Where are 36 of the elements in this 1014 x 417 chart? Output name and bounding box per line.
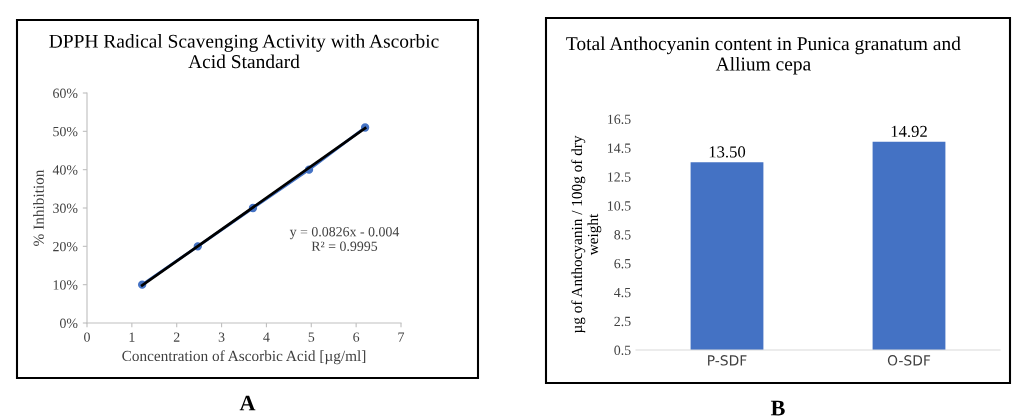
data-label: 14.92	[891, 125, 927, 138]
data-label: 13.50	[709, 146, 746, 158]
text: A	[239, 395, 256, 411]
annotation: y = 0.0826x - 0.004 R² = 0.9995	[289, 227, 400, 251]
x-axis-title: Concentration of Ascorbic Acid [µg/ml]	[122, 350, 366, 365]
y-tick-label: 40%	[52, 165, 78, 175]
y-tick-label: 6.5	[614, 259, 631, 269]
y-tick-label: 12.5	[608, 172, 631, 182]
x-tick-label: 6	[353, 332, 360, 342]
x-tick-label: 1	[129, 332, 135, 342]
y-tick-label: 30%	[53, 203, 78, 213]
x-tick-label: P-SDF	[708, 355, 747, 366]
y-tick-label: 16.5	[608, 114, 631, 125]
x-tick-label: 4	[263, 332, 270, 342]
chart-title: DPPH Radical Scavenging Activity with Ascorbic Acid Standard	[49, 34, 439, 69]
y-axis-title: % Inhibition	[33, 169, 44, 246]
y-axis-title: µg of Anthocyanin / 100g of dry weight	[571, 135, 602, 334]
text: B	[770, 400, 785, 416]
y-tick-label: 0.5	[614, 345, 631, 356]
y-tick-label: 10%	[53, 280, 78, 290]
y-tick-label: 8.5	[614, 230, 631, 240]
x-tick-label: O-SDF	[887, 355, 931, 366]
x-tick-label: 7	[398, 332, 405, 342]
y-tick-label: 14.5	[608, 143, 631, 153]
y-tick-label: 2.5	[614, 316, 631, 327]
y-tick-label: 0%	[59, 318, 78, 328]
y-tick-label: 60%	[53, 88, 78, 98]
y-tick-label: 50%	[53, 126, 78, 137]
x-tick-label: 5	[308, 332, 315, 342]
x-tick-label: 3	[218, 332, 225, 342]
y-tick-label: 4.5	[614, 287, 631, 298]
y-tick-label: 10.5	[608, 201, 631, 211]
chart-title: Total Anthocyanin content in Punica granatum and Allium cepa	[566, 36, 961, 75]
y-tick-label: 20%	[53, 241, 78, 252]
x-tick-label: 2	[173, 332, 180, 342]
x-tick-label: 0	[84, 332, 90, 342]
